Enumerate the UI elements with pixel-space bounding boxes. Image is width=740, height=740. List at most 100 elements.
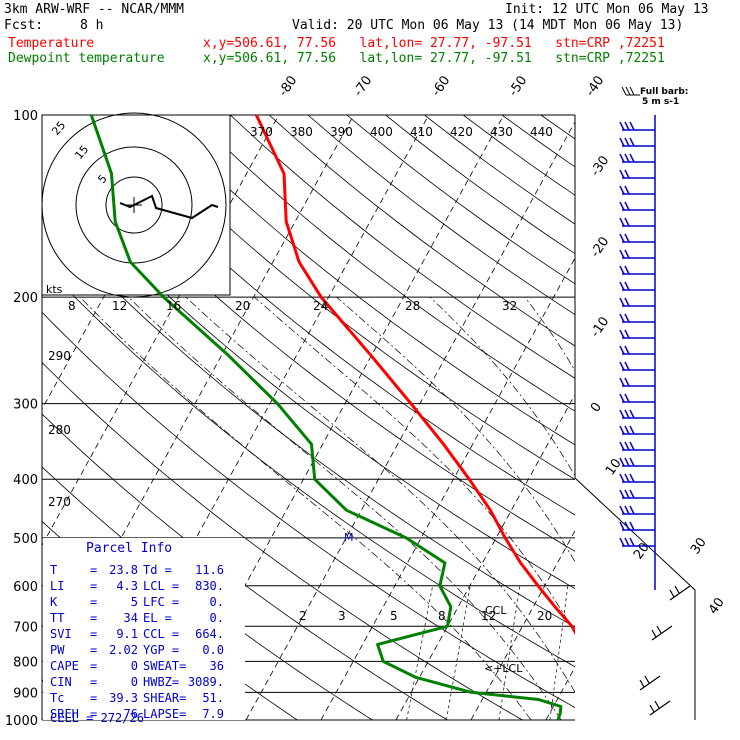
parcel-equals: = — [90, 611, 97, 625]
parcel-label: LI — [50, 579, 64, 593]
parcel-equals: = — [90, 707, 97, 721]
moist-adiabat-label: 12 — [112, 299, 127, 313]
parcel-value: 3089. — [188, 675, 224, 689]
parcel-value: 0 — [131, 675, 138, 689]
wind-barb — [619, 329, 655, 339]
isotherm — [320, 257, 575, 720]
moist-adiabat — [336, 296, 575, 563]
pressure-label: 700 — [13, 620, 38, 635]
dry-adiabat — [307, 115, 575, 316]
barb-legend-icon — [621, 86, 640, 96]
wind-barb — [639, 675, 661, 691]
wind-barb — [619, 217, 655, 227]
moist-adiabat-label: 24 — [313, 299, 328, 313]
dry-adiabat — [74, 115, 575, 516]
parcel-equals: = — [90, 627, 97, 641]
parcel-value: 830. — [195, 579, 224, 593]
wind-barb — [619, 153, 655, 163]
dry-adiabat — [385, 115, 575, 255]
wind-barb — [619, 233, 655, 243]
barb-legend-line1: Full barb: — [640, 87, 688, 97]
parcel-label: SWEAT= — [143, 659, 186, 673]
parcel-info-title: Parcel Info — [86, 541, 172, 556]
moist-adiabat — [429, 296, 575, 477]
dewpoint-legend: Dewpoint temperature — [8, 51, 165, 66]
parcel-value: 7.9 — [202, 707, 224, 721]
wind-barb — [619, 265, 655, 275]
pressure-label: 1000 — [5, 714, 38, 729]
theta-e-label: 430 — [490, 125, 513, 139]
pressure-label: 300 — [13, 398, 38, 413]
wind-barb — [619, 505, 655, 515]
moist-adiabat-label: 32 — [502, 299, 517, 313]
mixing-ratio-line — [406, 585, 433, 720]
parcel-label: Tc — [50, 691, 64, 705]
temperature-line — [254, 115, 575, 636]
isotherm-label: -70 — [351, 73, 375, 99]
mixing-ratio-line — [596, 586, 611, 720]
theta-e-label: 380 — [290, 125, 313, 139]
wind-barb — [619, 169, 655, 179]
parcel-label: LAPSE= — [143, 707, 186, 721]
parcel-equals: = — [90, 675, 97, 689]
wind-barbs — [619, 115, 691, 716]
parcel-value: 36 — [210, 659, 224, 673]
dewpoint-info: x,y=506.61, 77.56 lat,lon= 27.77, -97.51… — [203, 51, 665, 66]
mixing-ratio-line — [446, 585, 471, 720]
isotherm-label: 30 — [688, 535, 710, 557]
parcel-value: 11.6 — [195, 563, 224, 577]
moist-adiabat-label: 8 — [68, 299, 76, 313]
wind-barb — [619, 537, 655, 547]
wind-barb — [619, 137, 655, 147]
theta-e-label: 400 — [370, 125, 393, 139]
marker-label: M — [344, 531, 354, 544]
parcel-equals: = — [90, 595, 97, 609]
parcel-info-panel: Parcel Info T = 23.8 Td = 11.6 LI = 4.3 LCL = 830… — [43, 538, 245, 725]
parcel-label: SVI — [50, 627, 72, 641]
isotherm-label: -30 — [588, 153, 612, 179]
ccl-label: CCL — [485, 604, 507, 617]
wind-barb — [619, 361, 655, 371]
wind-barb — [649, 700, 671, 716]
valid-time: Valid: 20 UTC Mon 06 May 13 (14 MDT Mon … — [292, 18, 684, 33]
wind-barb — [619, 521, 655, 531]
sounding-series — [89, 115, 575, 720]
moist-adiabat — [185, 296, 575, 693]
parcel-label: TT — [50, 611, 64, 625]
parcel-value: 23.8 — [109, 563, 138, 577]
theta-label: 270 — [48, 495, 71, 509]
wind-barb — [619, 377, 655, 387]
wind-barb — [619, 281, 655, 291]
forecast-label: Fcst: — [4, 18, 44, 33]
dry-adiabat — [268, 115, 575, 347]
isotherm-label: 0 — [588, 400, 605, 415]
wind-barb — [619, 297, 655, 307]
dry-adiabat — [540, 115, 575, 140]
theta-label: 280 — [48, 423, 71, 437]
parcel-equals: = — [90, 563, 97, 577]
model-title: 3km ARW-WRF -- NCAR/MMM — [4, 2, 185, 17]
wind-barb — [619, 473, 655, 483]
mixing-ratio-line — [498, 585, 521, 720]
parcel-value: 51. — [202, 691, 224, 705]
dry-adiabat — [42, 214, 575, 628]
hodograph-trace — [119, 194, 219, 220]
parcel-equals: = — [90, 659, 97, 673]
isotherm — [245, 120, 575, 720]
hodograph-units: kts — [46, 283, 63, 296]
hodograph-ring — [105, 176, 163, 234]
init-time: Init: 12 UTC Mon 06 May 13 — [505, 2, 709, 17]
isotherm-label: -20 — [588, 234, 612, 260]
wind-barb — [619, 441, 655, 451]
parcel-label: YGP = — [143, 643, 179, 657]
dewpoint-line — [89, 115, 563, 720]
moist-adiabat-label: 28 — [405, 299, 420, 313]
wind-barb — [619, 121, 655, 131]
mixing-ratio-label: 2 — [299, 609, 307, 623]
parcel-label: PW — [50, 643, 65, 657]
wind-barb — [619, 249, 655, 259]
parcel-value: 0. — [210, 611, 224, 625]
isotherm-label: -60 — [429, 73, 453, 99]
pressure-label: 500 — [13, 532, 38, 547]
